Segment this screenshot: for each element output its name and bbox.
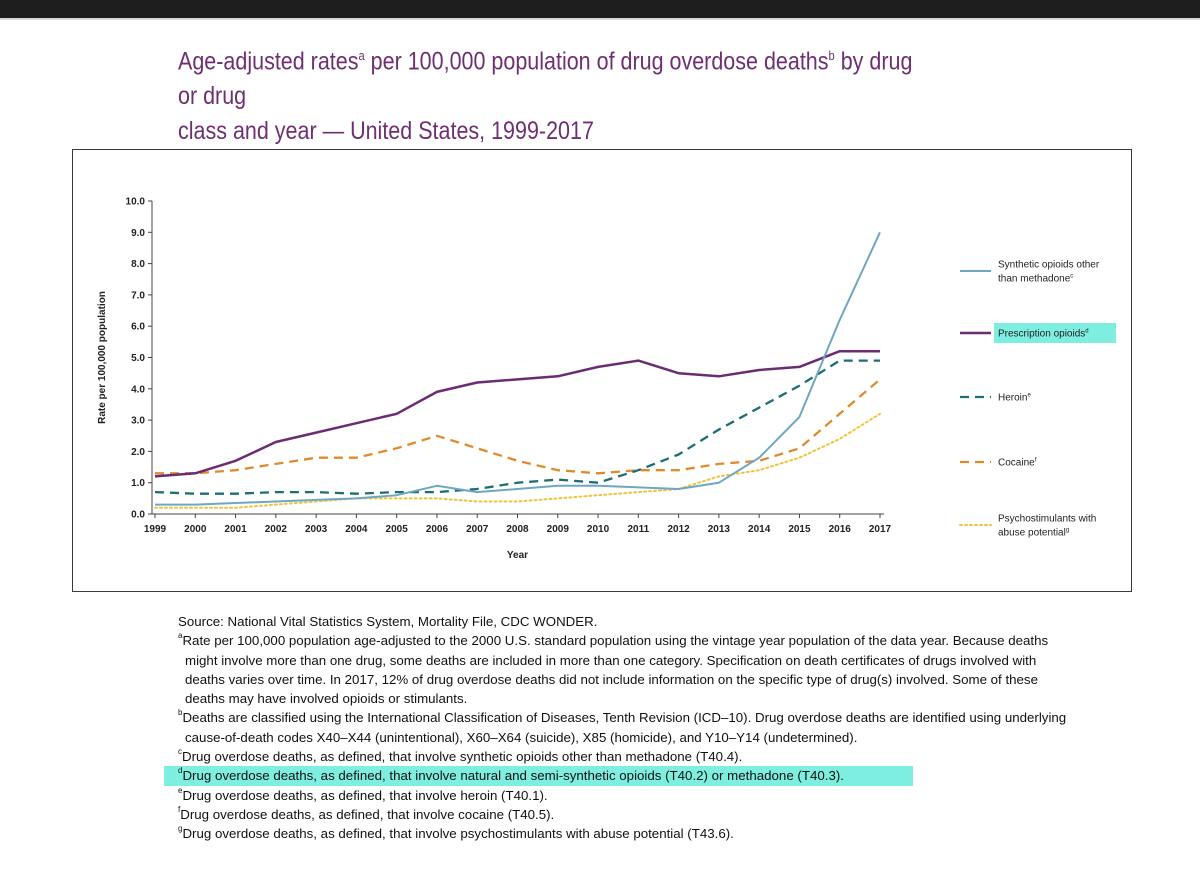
title-sup-b: b [828, 48, 835, 63]
footnote-d-mark: d [178, 766, 183, 776]
x-tick-label: 2013 [708, 524, 731, 535]
x-tick-label: 2011 [627, 524, 649, 535]
chart-title: Age-adjusted ratesa per 100,000 populati… [178, 38, 918, 149]
legend-sup-cocaine: f [1035, 458, 1037, 464]
x-tick-label: 2016 [829, 524, 852, 535]
x-tick-label: 2015 [788, 524, 811, 535]
footnote-b-line-2: cause-of-death codes X40–X44 (unintentio… [185, 729, 858, 745]
chart-frame: 0.0 1.0 2.0 3.0 4.0 5.0 6.0 7.0 8.0 9.0 10.0 1999 20… [72, 149, 1132, 592]
footnote-g-mark: g [178, 824, 183, 834]
x-tick-label: 2005 [386, 524, 409, 535]
footnote-a-line-2: might involve more than one drug, some d… [185, 652, 1037, 668]
footnote-b-mark: b [178, 708, 183, 718]
footnote-a: aRate per 100,000 population age-adjuste… [178, 631, 1138, 650]
x-tick-label: 2007 [466, 524, 489, 535]
legend-label-psychostimulants: abuse potentialg [998, 528, 1069, 539]
footnote-d-text: Drug overdose deaths, as defined, that i… [182, 768, 844, 784]
y-axis-title: Rate per 100,000 population [97, 291, 108, 424]
x-tick-label: 1999 [144, 524, 167, 535]
footnote-f: fDrug overdose deaths, as defined, that … [178, 805, 1138, 824]
y-tick-label: 8.0 [131, 259, 145, 270]
legend-label-heroin: Heroine [998, 393, 1031, 404]
line-chart: 0.0 1.0 2.0 3.0 4.0 5.0 6.0 7.0 8.0 9.0 10.0 1999 20… [97, 197, 1116, 561]
x-tick-label: 2010 [587, 524, 610, 535]
title-text-2: per 100,000 population of drug overdose … [364, 47, 829, 76]
series-line-heroin [154, 359, 880, 495]
footnote-e-text: Drug overdose deaths, as defined, that i… [182, 787, 548, 803]
footnote-a-line-3: deaths varies over time. In 2017, 12% of… [185, 671, 1038, 687]
series-line-synthetic [155, 231, 881, 506]
title-text-1: Age-adjusted rates [178, 47, 359, 76]
title-text-3: by drug or drug [178, 47, 913, 111]
series-line-cocaine [155, 378, 881, 475]
x-axis-title: Year [507, 550, 528, 561]
y-tick-label: 0.0 [131, 510, 145, 521]
title-line-2: class and year — United States, 1999-201… [178, 117, 594, 146]
footnote-b: bDeaths are classified using the Interna… [178, 708, 1138, 727]
footnote-b-line-1: Deaths are classified using the Internat… [182, 710, 1067, 726]
x-tick-label: 2017 [869, 524, 892, 535]
legend-label-psychostimulants: Psychostimulants with [998, 514, 1096, 525]
y-tick-label: 5.0 [131, 353, 145, 364]
x-tick-label: 2001 [224, 524, 247, 535]
footnote-g-text: Drug overdose deaths, as defined, that i… [182, 826, 734, 842]
footnote-a-line-1: Rate per 100,000 population age-adjusted… [182, 633, 1049, 649]
y-tick-label: 3.0 [131, 416, 145, 427]
footnote-e: eDrug overdose deaths, as defined, that … [178, 786, 1138, 805]
footnote-f-text: Drug overdose deaths, as defined, that i… [180, 806, 555, 822]
y-tick-label: 7.0 [131, 290, 145, 301]
title-sup-a: a [358, 48, 365, 63]
footnote-f-mark: f [178, 804, 181, 814]
top-bar-divider [0, 18, 1200, 20]
legend-sup-synthetic: c [1070, 274, 1073, 280]
legend-sup-prescription: d [1085, 329, 1088, 335]
footnote-a-line-4: deaths may have involved opioids or stim… [185, 691, 468, 707]
x-tick-label: 2014 [748, 524, 771, 535]
source-note: Source: National Vital Statistics System… [178, 614, 598, 629]
legend-sup-psychostimulants: g [1066, 528, 1069, 534]
footnote-d-highlighted: dDrug overdose deaths, as defined, that … [164, 766, 913, 786]
legend-highlight-prescription [994, 323, 1116, 343]
legend-label-cocaine: Cocainef [998, 458, 1037, 469]
y-tick-label: 9.0 [131, 228, 145, 239]
legend-label-synthetic: Synthetic opioids other [998, 260, 1100, 271]
footnote-g: gDrug overdose deaths, as defined, that … [178, 824, 1138, 843]
series-line-psychostimulants [154, 412, 881, 509]
footnote-a-mark: a [178, 631, 183, 641]
y-tick-label: 2.0 [131, 447, 145, 458]
footnote-c: cDrug overdose deaths, as defined, that … [178, 747, 1138, 766]
x-tick-label: 2006 [426, 524, 449, 535]
y-tick-label: 10.0 [126, 197, 146, 208]
x-tick-label: 2009 [547, 524, 570, 535]
series-line-prescription [154, 349, 880, 478]
x-tick-label: 2008 [506, 524, 529, 535]
footnotes: Source: National Vital Statistics System… [164, 612, 1138, 844]
legend-sup-heroin: e [1027, 393, 1031, 399]
title-line-1: Age-adjusted ratesa per 100,000 populati… [178, 38, 918, 114]
x-tick-label: 2002 [265, 524, 288, 535]
x-tick-label: 2004 [345, 524, 368, 535]
x-tick-label: 2012 [667, 524, 690, 535]
top-bar [0, 0, 1200, 18]
y-tick-label: 4.0 [131, 384, 145, 395]
y-tick-label: 1.0 [131, 478, 145, 489]
x-tick-label: 2000 [184, 524, 207, 535]
legend-label-prescription: Prescription opioidsd [998, 329, 1089, 340]
x-tick-label: 2003 [305, 524, 328, 535]
footnote-c-mark: c [178, 747, 182, 757]
footnote-e-mark: e [178, 785, 183, 795]
y-tick-label: 6.0 [131, 322, 145, 333]
footnote-c-text: Drug overdose deaths, as defined, that i… [182, 749, 743, 765]
legend-label-synthetic: than methadonec [998, 274, 1073, 285]
